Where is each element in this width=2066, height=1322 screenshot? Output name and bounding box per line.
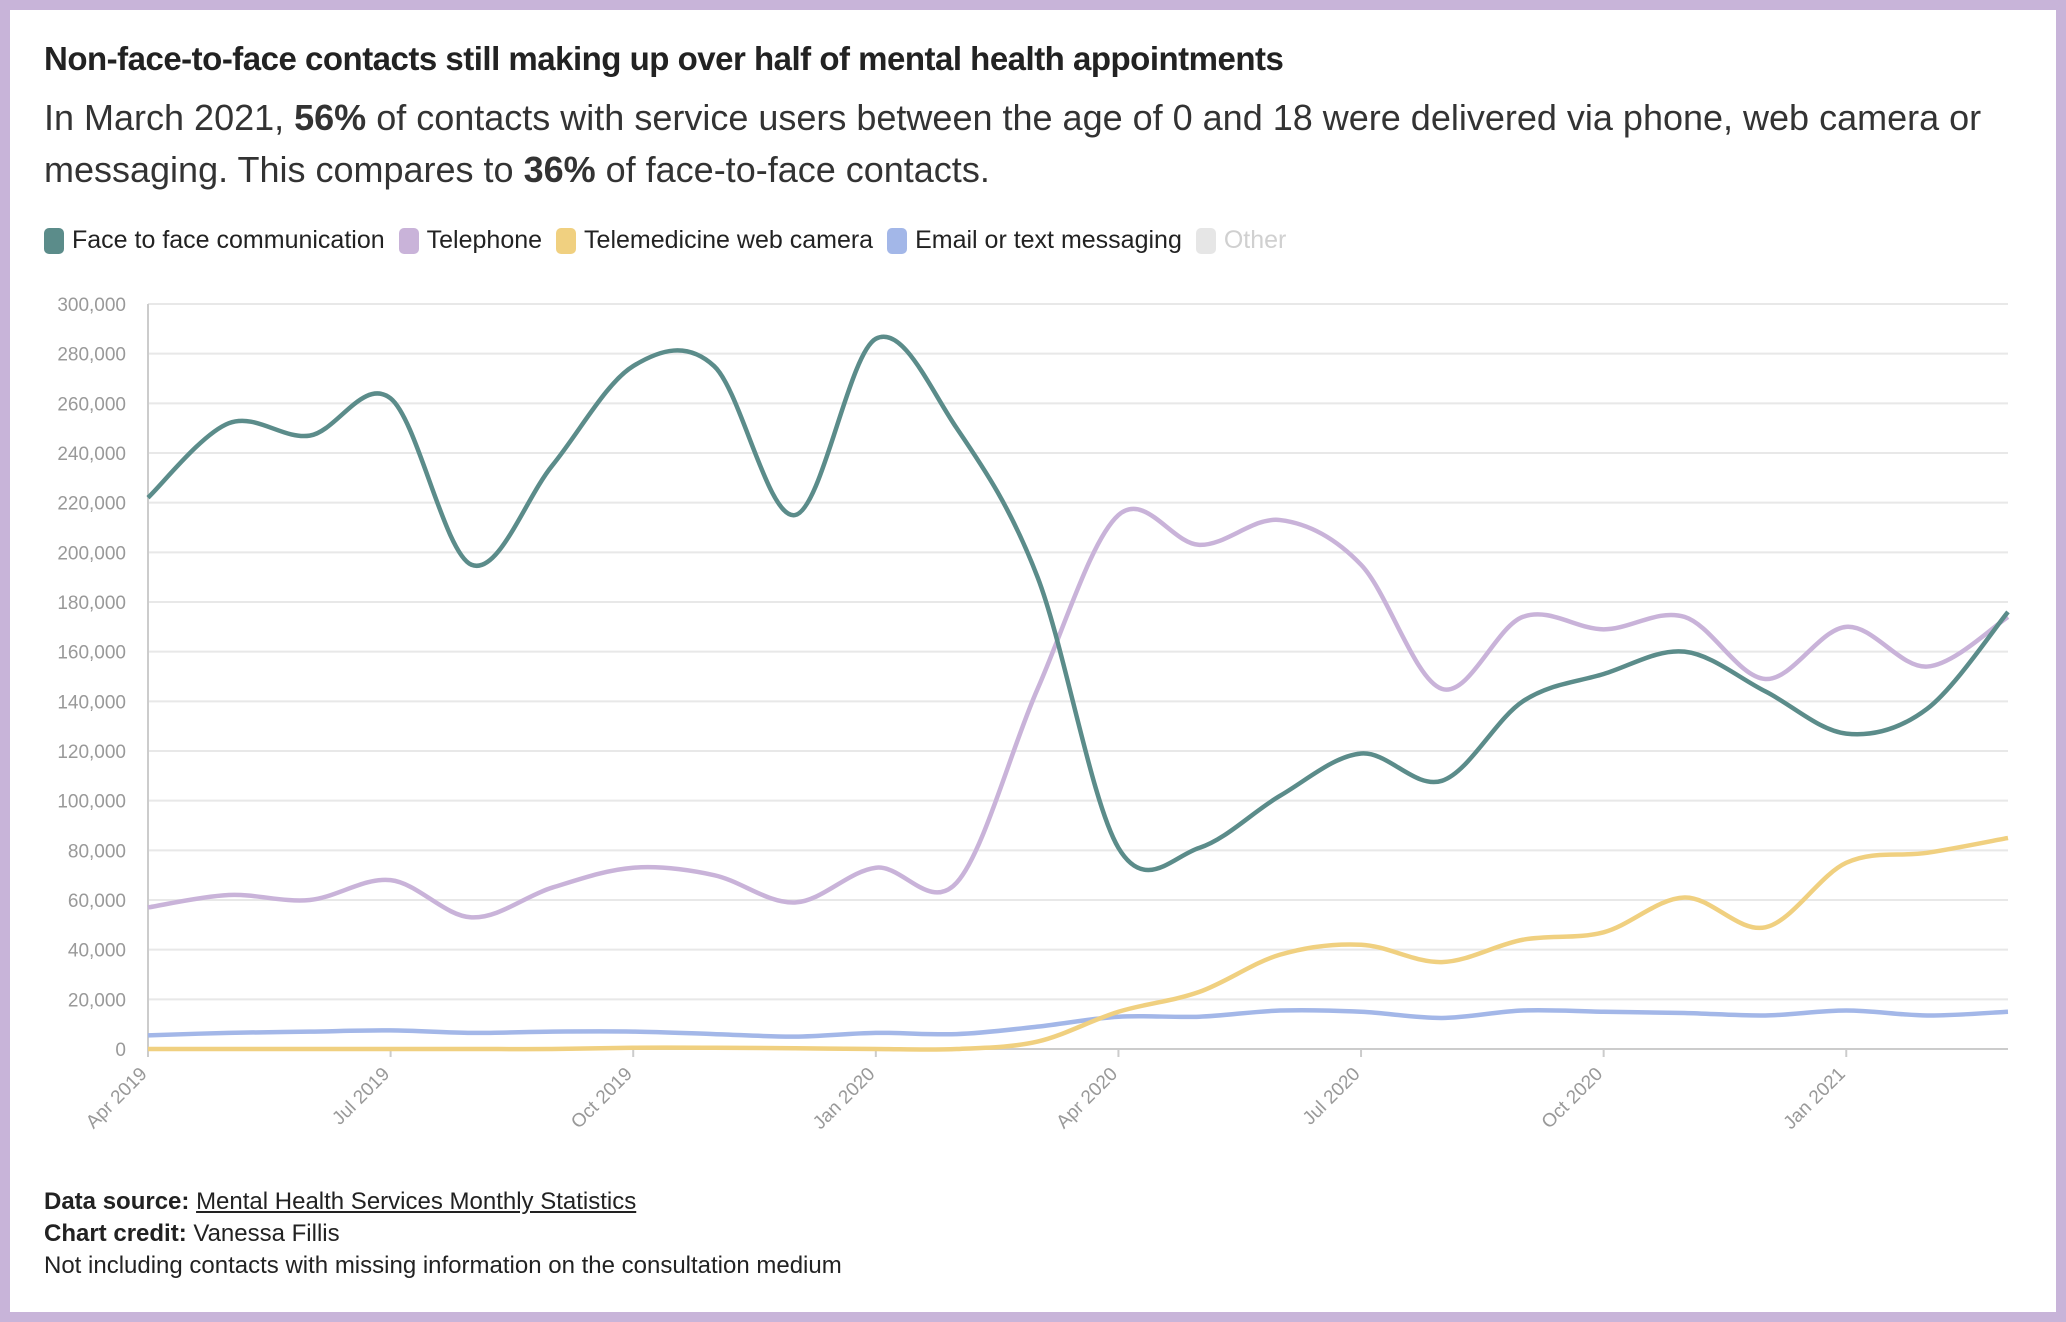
legend-item[interactable]: Telephone bbox=[398, 226, 543, 255]
credit: Vanessa Fillis bbox=[193, 1220, 340, 1247]
legend-swatch bbox=[398, 227, 419, 254]
x-tick-label: Apr 2019 bbox=[82, 1064, 151, 1133]
y-tick-label: 260,000 bbox=[57, 394, 126, 415]
legend-label: Other bbox=[1223, 226, 1287, 254]
footer: Data source: Mental Health Services Mont… bbox=[44, 1186, 842, 1282]
legend-swatch bbox=[887, 227, 908, 254]
chart-title: Non-face-to-face contacts still making u… bbox=[44, 40, 1284, 77]
y-tick-label: 280,000 bbox=[57, 345, 126, 366]
y-tick-label: 220,000 bbox=[57, 494, 126, 515]
y-tick-label: 180,000 bbox=[57, 593, 126, 614]
x-tick-label: Jul 2019 bbox=[328, 1064, 394, 1130]
subtitle-part: In March 2021, bbox=[44, 97, 295, 138]
legend-label: Face to face communication bbox=[72, 226, 385, 254]
x-tick-label: Jul 2020 bbox=[1299, 1064, 1365, 1130]
legend-item[interactable]: Email or text messaging bbox=[887, 226, 1182, 255]
y-tick-label: 240,000 bbox=[57, 444, 126, 465]
y-tick-label: 40,000 bbox=[68, 941, 126, 962]
source-line: Data source: Mental Health Services Mont… bbox=[44, 1186, 842, 1218]
legend-label: Telemedicine web camera bbox=[584, 226, 874, 254]
y-tick-label: 20,000 bbox=[68, 990, 126, 1011]
y-tick-label: 200,000 bbox=[57, 543, 126, 564]
legend-swatch bbox=[44, 227, 64, 254]
y-tick-label: 80,000 bbox=[68, 841, 126, 862]
legend-item[interactable]: Face to face communication bbox=[44, 226, 385, 255]
y-tick-label: 60,000 bbox=[68, 891, 126, 912]
source-link[interactable]: Mental Health Services Monthly Statistic… bbox=[196, 1188, 637, 1215]
legend-swatch bbox=[1195, 227, 1216, 254]
series-line bbox=[147, 1007, 2009, 1039]
subtitle-part: 56% bbox=[294, 97, 367, 138]
subtitle-part: of face-to-face contacts. bbox=[595, 149, 990, 190]
subtitle-part: 36% bbox=[523, 149, 596, 190]
y-tick-label: 140,000 bbox=[57, 692, 126, 713]
y-tick-label: 100,000 bbox=[57, 792, 126, 813]
series-line bbox=[147, 506, 2010, 920]
subtitle-part: of contacts with service users between t… bbox=[44, 97, 1982, 190]
x-tick-label: Oct 2020 bbox=[1538, 1064, 1607, 1133]
series-line bbox=[146, 334, 2010, 873]
x-tick-label: Jan 2021 bbox=[1780, 1064, 1850, 1134]
credit-label: Chart credit: bbox=[44, 1220, 187, 1247]
legend-item[interactable]: Other bbox=[1195, 226, 1287, 255]
series-line bbox=[148, 835, 2009, 1052]
x-tick-label: Oct 2019 bbox=[567, 1064, 636, 1133]
credit-line: Chart credit: Vanessa Fillis bbox=[44, 1218, 842, 1250]
legend-label: Telephone bbox=[426, 226, 543, 254]
x-tick-label: Apr 2020 bbox=[1053, 1064, 1122, 1133]
y-tick-label: 120,000 bbox=[57, 742, 126, 763]
legend-swatch bbox=[556, 227, 577, 254]
legend: Face to face communication Telephone Telem… bbox=[44, 226, 1286, 255]
legend-item[interactable]: Telemedicine web camera bbox=[556, 226, 873, 255]
source-label: Data source: bbox=[44, 1188, 190, 1215]
y-tick-label: 160,000 bbox=[57, 643, 126, 664]
y-tick-label: 0 bbox=[115, 1040, 126, 1061]
x-tick-label: Jan 2020 bbox=[809, 1064, 879, 1134]
note: Not including contacts with missing info… bbox=[44, 1252, 842, 1279]
legend-label: Email or text messaging bbox=[915, 226, 1182, 254]
chart-subtitle: In March 2021, 56% of contacts with serv… bbox=[44, 92, 2004, 196]
y-tick-label: 300,000 bbox=[57, 295, 126, 316]
